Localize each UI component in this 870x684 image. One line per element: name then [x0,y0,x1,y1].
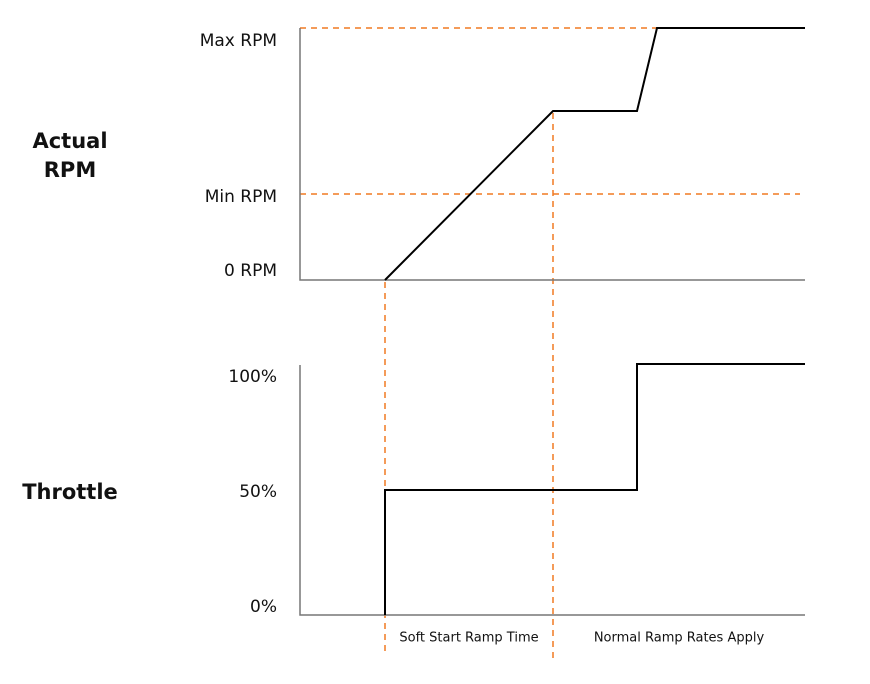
rpm-trace [384,27,805,281]
level-label: Min RPM [205,187,277,207]
panel-title: Throttle [22,480,118,504]
panel-title: RPM [44,158,96,182]
level-label: 100% [228,367,277,387]
throttle-axes [299,365,805,616]
level-label: 0 RPM [224,261,277,281]
level-label: Max RPM [200,31,277,51]
level-label: 50% [239,482,277,502]
level-label: 0% [250,597,277,617]
rpm-axes [299,28,805,281]
phase-label: Soft Start Ramp Time [399,631,538,646]
panel-title: Actual [32,129,107,153]
throttle-trace [384,363,805,615]
phase-label: Normal Ramp Rates Apply [594,631,765,646]
